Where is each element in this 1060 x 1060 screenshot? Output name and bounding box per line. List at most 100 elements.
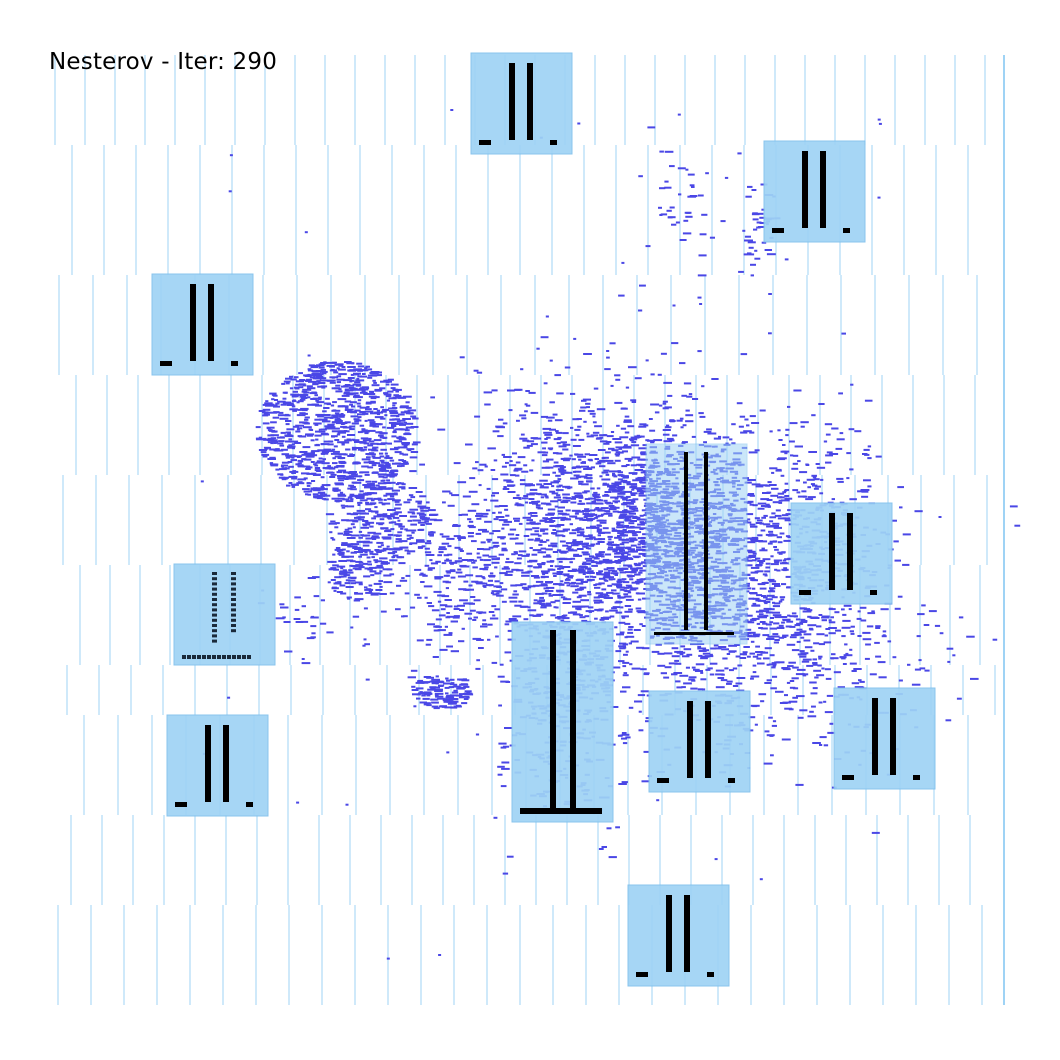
standard-cell [810,649,815,652]
standard-cell [379,570,383,573]
standard-cell [368,393,376,395]
standard-cell [675,680,681,683]
standard-cell [552,532,558,534]
standard-cell [834,611,840,614]
standard-cell [506,855,514,858]
standard-cell [435,618,442,621]
standard-cell [490,592,495,595]
standard-cell [578,568,584,571]
standard-cell [278,440,285,443]
standard-cell [347,455,355,457]
standard-cell [262,403,268,406]
standard-cell [791,612,797,615]
standard-cell [561,566,566,569]
standard-cell [398,459,404,462]
standard-cell [444,559,452,562]
standard-cell [327,423,335,426]
standard-cell [429,534,434,537]
standard-cell [639,578,645,581]
standard-cell [625,526,634,529]
standard-cell [636,563,640,566]
standard-cell [462,495,471,498]
standard-cell [781,738,791,741]
standard-cell [641,780,650,783]
standard-cell [347,366,356,368]
standard-cell [578,482,583,485]
standard-cell [417,529,424,531]
standard-cell [347,496,353,499]
standard-cell [552,471,556,474]
standard-cell [753,604,760,607]
standard-cell [630,567,639,570]
standard-cell [599,465,606,468]
standard-cell [565,542,573,545]
standard-cell [491,561,500,564]
standard-cell [338,430,345,433]
standard-cell [525,528,533,531]
standard-cell [570,544,579,547]
standard-cell [849,648,853,651]
standard-cell [313,473,321,476]
standard-cell [751,559,757,562]
standard-cell [441,595,450,598]
standard-cell [632,515,637,518]
standard-cell [756,622,761,625]
standard-cell [550,512,555,515]
standard-cell [479,558,484,561]
standard-cell [764,647,772,650]
standard-cell [570,585,579,588]
standard-cell [409,515,417,518]
standard-cell [640,522,647,525]
standard-cell [338,364,344,367]
standard-cell [739,653,745,656]
standard-cell [747,518,751,521]
standard-cell [520,605,527,608]
standard-cell [831,653,836,656]
standard-cell [340,413,344,415]
standard-cell [769,627,778,630]
standard-cell [555,489,564,492]
standard-cell [323,450,327,453]
standard-cell [648,418,653,420]
standard-cell [657,664,666,667]
standard-cell [494,580,500,583]
standard-cell [306,434,314,437]
standard-cell [570,477,579,480]
standard-cell [582,553,590,556]
standard-cell [484,520,492,523]
standard-cell [369,423,378,425]
standard-cell [357,405,362,408]
standard-cell [562,496,568,499]
standard-cell [545,581,554,583]
standard-cell [792,454,799,457]
standard-cell [701,385,705,388]
standard-cell [371,535,379,538]
standard-cell [621,480,625,482]
standard-cell [316,497,324,500]
standard-cell [360,496,364,499]
standard-cell [289,387,294,390]
standard-cell [781,621,785,624]
standard-cell [369,570,377,573]
standard-cell [839,656,847,659]
standard-cell [336,375,342,378]
standard-cell [304,416,310,419]
standard-cell [337,493,346,496]
standard-cell [394,507,401,510]
standard-cell [343,391,350,394]
standard-cell [465,443,473,446]
standard-cell [299,460,304,463]
standard-cell [740,431,748,434]
standard-cell [627,565,633,568]
standard-cell [530,443,538,446]
standard-cell [586,477,593,480]
standard-cell [366,483,375,486]
standard-cell [622,503,628,506]
standard-cell [369,552,374,555]
standard-cell [523,588,530,591]
standard-cell [530,533,540,536]
standard-cell [602,558,610,561]
standard-cell [267,458,276,460]
standard-cell [615,551,620,554]
standard-cell [356,402,361,405]
